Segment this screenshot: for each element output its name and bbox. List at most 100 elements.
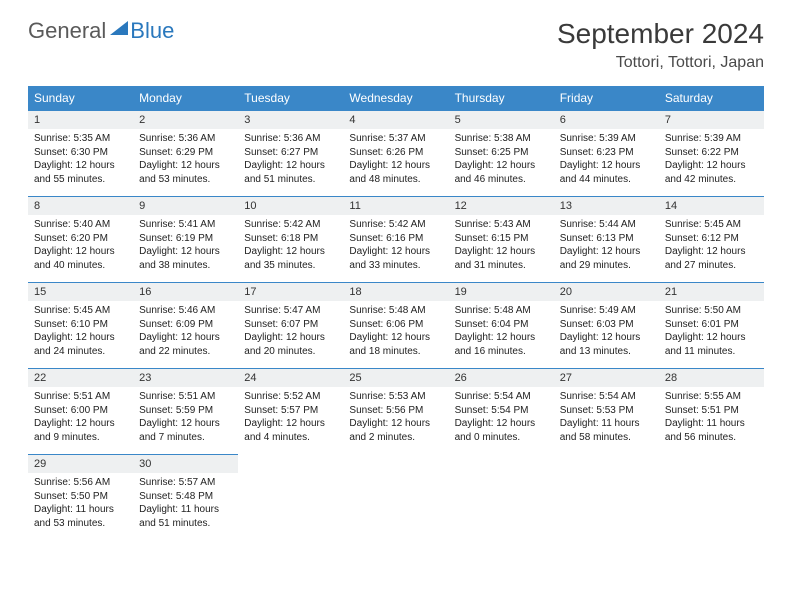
sunset-text: Sunset: 5:59 PM: [139, 404, 232, 418]
sunrise-text: Sunrise: 5:49 AM: [560, 304, 653, 318]
sunset-text: Sunset: 6:25 PM: [455, 146, 548, 160]
calendar-day-cell: 10Sunrise: 5:42 AMSunset: 6:18 PMDayligh…: [238, 197, 343, 283]
sunrise-text: Sunrise: 5:43 AM: [455, 218, 548, 232]
brand-text-general: General: [28, 18, 106, 44]
day-info: Sunrise: 5:47 AMSunset: 6:07 PMDaylight:…: [238, 301, 343, 364]
calendar-day-cell: 18Sunrise: 5:48 AMSunset: 6:06 PMDayligh…: [343, 283, 448, 369]
sunset-text: Sunset: 5:50 PM: [34, 490, 127, 504]
daylight-text: Daylight: 12 hours and 20 minutes.: [244, 331, 337, 358]
daylight-text: Daylight: 12 hours and 4 minutes.: [244, 417, 337, 444]
sunrise-text: Sunrise: 5:39 AM: [665, 132, 758, 146]
calendar-day-cell: 30Sunrise: 5:57 AMSunset: 5:48 PMDayligh…: [133, 455, 238, 541]
sunrise-text: Sunrise: 5:53 AM: [349, 390, 442, 404]
day-number: 30: [133, 455, 238, 473]
empty-day-cell: [659, 455, 764, 541]
daylight-text: Daylight: 12 hours and 7 minutes.: [139, 417, 232, 444]
day-info: Sunrise: 5:37 AMSunset: 6:26 PMDaylight:…: [343, 129, 448, 192]
day-number: 7: [659, 111, 764, 129]
day-info: Sunrise: 5:45 AMSunset: 6:12 PMDaylight:…: [659, 215, 764, 278]
sunset-text: Sunset: 6:27 PM: [244, 146, 337, 160]
daylight-text: Daylight: 12 hours and 55 minutes.: [34, 159, 127, 186]
sunset-text: Sunset: 6:04 PM: [455, 318, 548, 332]
day-info: Sunrise: 5:45 AMSunset: 6:10 PMDaylight:…: [28, 301, 133, 364]
calendar-week-row: 8Sunrise: 5:40 AMSunset: 6:20 PMDaylight…: [28, 197, 764, 283]
calendar-day-cell: 2Sunrise: 5:36 AMSunset: 6:29 PMDaylight…: [133, 111, 238, 197]
sunset-text: Sunset: 6:30 PM: [34, 146, 127, 160]
day-info: Sunrise: 5:52 AMSunset: 5:57 PMDaylight:…: [238, 387, 343, 450]
calendar-day-cell: 24Sunrise: 5:52 AMSunset: 5:57 PMDayligh…: [238, 369, 343, 455]
calendar-day-cell: 11Sunrise: 5:42 AMSunset: 6:16 PMDayligh…: [343, 197, 448, 283]
sunrise-text: Sunrise: 5:47 AM: [244, 304, 337, 318]
day-info: Sunrise: 5:40 AMSunset: 6:20 PMDaylight:…: [28, 215, 133, 278]
sunrise-text: Sunrise: 5:54 AM: [455, 390, 548, 404]
sunrise-text: Sunrise: 5:45 AM: [34, 304, 127, 318]
day-number: 20: [554, 283, 659, 301]
day-info: Sunrise: 5:44 AMSunset: 6:13 PMDaylight:…: [554, 215, 659, 278]
day-info: Sunrise: 5:51 AMSunset: 6:00 PMDaylight:…: [28, 387, 133, 450]
calendar-day-cell: 29Sunrise: 5:56 AMSunset: 5:50 PMDayligh…: [28, 455, 133, 541]
calendar-day-cell: 21Sunrise: 5:50 AMSunset: 6:01 PMDayligh…: [659, 283, 764, 369]
sunset-text: Sunset: 6:19 PM: [139, 232, 232, 246]
weekday-header: Tuesday: [238, 86, 343, 111]
day-info: Sunrise: 5:42 AMSunset: 6:16 PMDaylight:…: [343, 215, 448, 278]
sunset-text: Sunset: 5:51 PM: [665, 404, 758, 418]
sunset-text: Sunset: 6:18 PM: [244, 232, 337, 246]
day-number: 16: [133, 283, 238, 301]
day-number: 24: [238, 369, 343, 387]
daylight-text: Daylight: 12 hours and 38 minutes.: [139, 245, 232, 272]
sunset-text: Sunset: 6:07 PM: [244, 318, 337, 332]
sunset-text: Sunset: 6:10 PM: [34, 318, 127, 332]
calendar-day-cell: 25Sunrise: 5:53 AMSunset: 5:56 PMDayligh…: [343, 369, 448, 455]
empty-day-cell: [238, 455, 343, 541]
daylight-text: Daylight: 12 hours and 22 minutes.: [139, 331, 232, 358]
day-info: Sunrise: 5:41 AMSunset: 6:19 PMDaylight:…: [133, 215, 238, 278]
empty-day-cell: [449, 455, 554, 541]
calendar-day-cell: 7Sunrise: 5:39 AMSunset: 6:22 PMDaylight…: [659, 111, 764, 197]
calendar-header-row: SundayMondayTuesdayWednesdayThursdayFrid…: [28, 86, 764, 111]
day-number: 17: [238, 283, 343, 301]
day-number: 2: [133, 111, 238, 129]
day-number: 10: [238, 197, 343, 215]
day-number: 18: [343, 283, 448, 301]
weekday-header: Sunday: [28, 86, 133, 111]
weekday-header: Thursday: [449, 86, 554, 111]
sunset-text: Sunset: 5:48 PM: [139, 490, 232, 504]
daylight-text: Daylight: 12 hours and 29 minutes.: [560, 245, 653, 272]
sunset-text: Sunset: 5:57 PM: [244, 404, 337, 418]
sunrise-text: Sunrise: 5:48 AM: [349, 304, 442, 318]
day-info: Sunrise: 5:36 AMSunset: 6:29 PMDaylight:…: [133, 129, 238, 192]
daylight-text: Daylight: 11 hours and 56 minutes.: [665, 417, 758, 444]
day-number: 25: [343, 369, 448, 387]
day-info: Sunrise: 5:48 AMSunset: 6:04 PMDaylight:…: [449, 301, 554, 364]
day-number: 21: [659, 283, 764, 301]
sunset-text: Sunset: 6:16 PM: [349, 232, 442, 246]
sunset-text: Sunset: 5:53 PM: [560, 404, 653, 418]
sunset-text: Sunset: 5:54 PM: [455, 404, 548, 418]
sunset-text: Sunset: 6:00 PM: [34, 404, 127, 418]
calendar-day-cell: 23Sunrise: 5:51 AMSunset: 5:59 PMDayligh…: [133, 369, 238, 455]
calendar-day-cell: 5Sunrise: 5:38 AMSunset: 6:25 PMDaylight…: [449, 111, 554, 197]
sunrise-text: Sunrise: 5:46 AM: [139, 304, 232, 318]
sunrise-text: Sunrise: 5:52 AM: [244, 390, 337, 404]
day-number: 23: [133, 369, 238, 387]
sunrise-text: Sunrise: 5:57 AM: [139, 476, 232, 490]
daylight-text: Daylight: 12 hours and 33 minutes.: [349, 245, 442, 272]
calendar-week-row: 1Sunrise: 5:35 AMSunset: 6:30 PMDaylight…: [28, 111, 764, 197]
sunrise-text: Sunrise: 5:45 AM: [665, 218, 758, 232]
daylight-text: Daylight: 12 hours and 2 minutes.: [349, 417, 442, 444]
sunrise-text: Sunrise: 5:38 AM: [455, 132, 548, 146]
header: General Blue September 2024 Tottori, Tot…: [0, 0, 792, 80]
day-number: 6: [554, 111, 659, 129]
sunset-text: Sunset: 6:15 PM: [455, 232, 548, 246]
location-text: Tottori, Tottori, Japan: [557, 54, 764, 72]
sunset-text: Sunset: 6:23 PM: [560, 146, 653, 160]
daylight-text: Daylight: 12 hours and 53 minutes.: [139, 159, 232, 186]
calendar-day-cell: 4Sunrise: 5:37 AMSunset: 6:26 PMDaylight…: [343, 111, 448, 197]
sunrise-text: Sunrise: 5:37 AM: [349, 132, 442, 146]
daylight-text: Daylight: 12 hours and 9 minutes.: [34, 417, 127, 444]
daylight-text: Daylight: 12 hours and 24 minutes.: [34, 331, 127, 358]
calendar-day-cell: 22Sunrise: 5:51 AMSunset: 6:00 PMDayligh…: [28, 369, 133, 455]
day-number: 8: [28, 197, 133, 215]
day-info: Sunrise: 5:57 AMSunset: 5:48 PMDaylight:…: [133, 473, 238, 536]
day-info: Sunrise: 5:55 AMSunset: 5:51 PMDaylight:…: [659, 387, 764, 450]
